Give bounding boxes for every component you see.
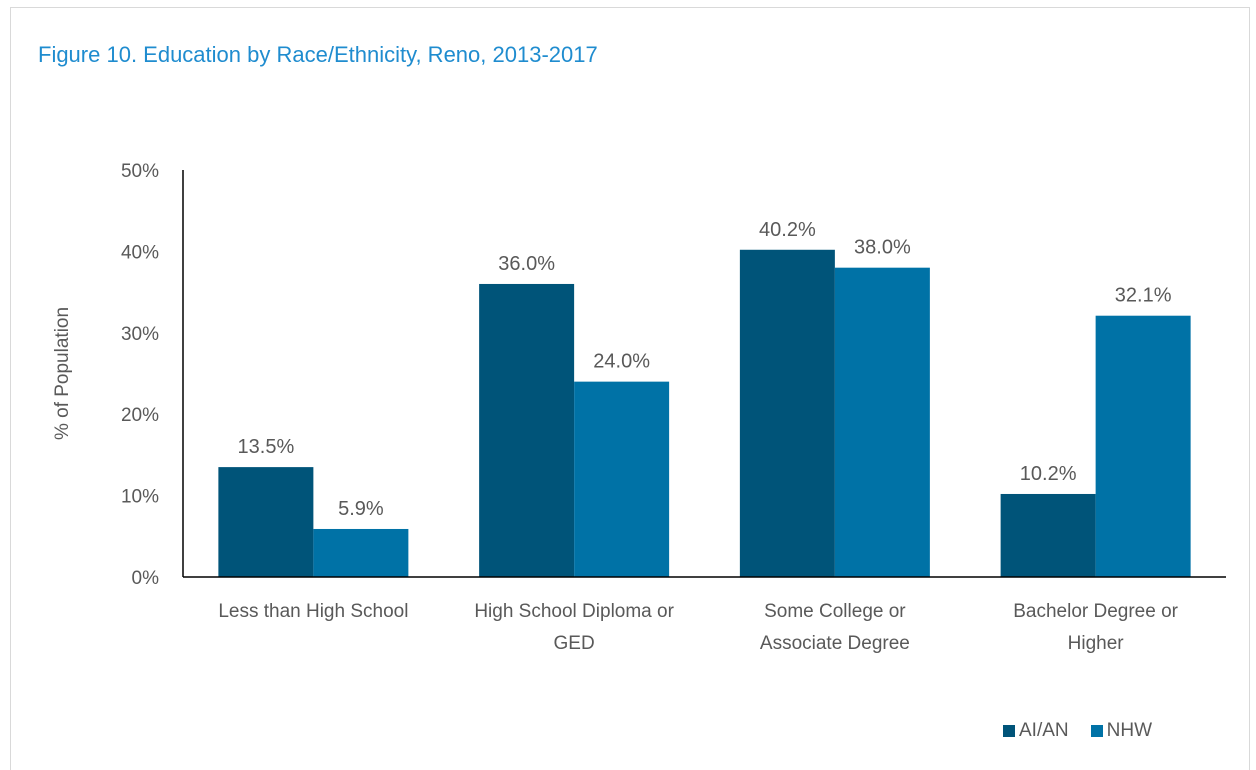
y-tick-label: 20%	[121, 405, 159, 426]
legend-swatch-nhw	[1090, 725, 1103, 737]
bar-aian	[1000, 493, 1096, 577]
x-category-label: GED	[554, 633, 595, 654]
bar-nhw	[834, 267, 930, 577]
bar-aian	[739, 249, 835, 577]
legend: AI/AN NHW	[1003, 720, 1152, 742]
data-label: 24.0%	[593, 351, 650, 373]
bar-nhw	[313, 528, 409, 577]
data-label: 36.0%	[498, 253, 555, 275]
y-tick-label: 50%	[121, 161, 159, 182]
x-category-label: High School Diploma or	[474, 601, 674, 622]
data-label: 40.2%	[759, 219, 816, 241]
x-category-label: Some College or	[764, 601, 906, 622]
legend-label-nhw: NHW	[1106, 720, 1153, 741]
data-label: 13.5%	[238, 436, 295, 458]
y-tick-label: 10%	[121, 487, 159, 508]
data-label: 5.9%	[338, 498, 384, 520]
y-tick-label: 0%	[132, 568, 160, 589]
x-category-label: Less than High School	[218, 601, 408, 622]
legend-item-nhw: NHW	[1090, 720, 1153, 742]
data-label: 10.2%	[1020, 463, 1077, 485]
bar-aian	[479, 283, 575, 577]
bar-aian	[218, 467, 314, 577]
legend-label-aian: AI/AN	[1019, 720, 1069, 741]
data-label: 32.1%	[1115, 285, 1172, 307]
data-label: 38.0%	[854, 237, 911, 259]
x-category-label: Associate Degree	[760, 633, 910, 654]
y-axis-title: % of Population	[52, 307, 73, 440]
bar-nhw	[1095, 315, 1191, 577]
y-tick-label: 40%	[121, 242, 159, 263]
y-tick-label: 30%	[121, 324, 159, 345]
x-category-label: Bachelor Degree or	[1013, 601, 1178, 622]
bar-nhw	[574, 381, 670, 577]
legend-item-aian: AI/AN	[1003, 720, 1069, 742]
chart-title: Figure 10. Education by Race/Ethnicity, …	[38, 42, 598, 67]
legend-swatch-aian	[1003, 725, 1015, 737]
x-category-label: Higher	[1068, 633, 1125, 654]
